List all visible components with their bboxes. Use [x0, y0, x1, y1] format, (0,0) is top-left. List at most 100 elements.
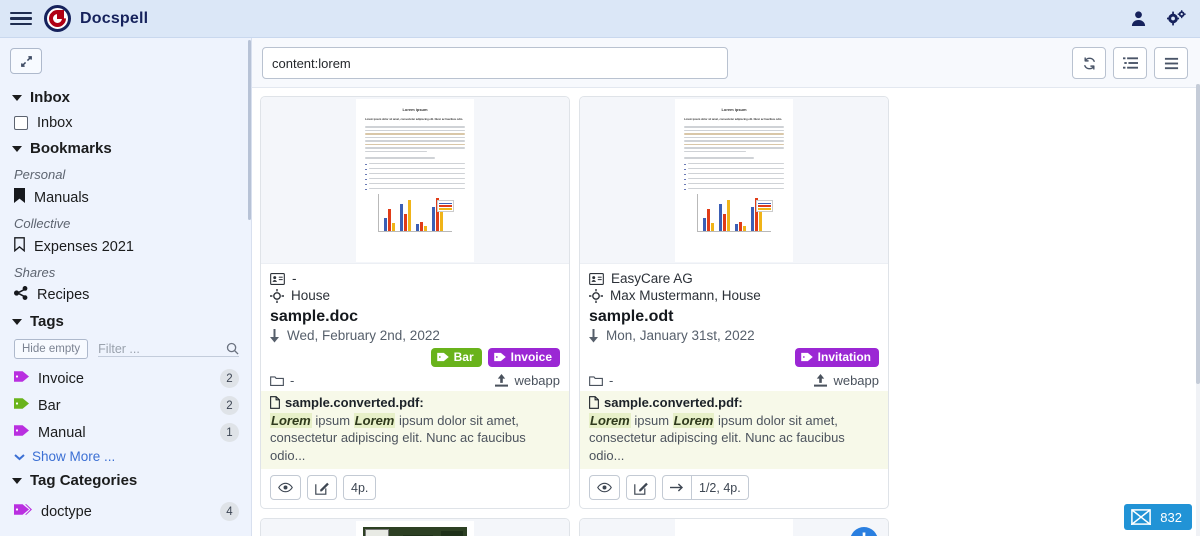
- menu-icon: [1164, 57, 1178, 69]
- tag-icon: [436, 352, 449, 362]
- list-view-icon: [1122, 57, 1138, 69]
- sidebar-tag-invoice-count: 2: [220, 369, 239, 388]
- badge-mark: !: [861, 530, 867, 536]
- sidebar-tag-bar-count: 2: [220, 396, 239, 415]
- tag-badge-label: Bar: [453, 350, 474, 364]
- user-icon[interactable]: [1130, 10, 1147, 27]
- envelope-slash-icon: [1131, 509, 1152, 525]
- edit-button[interactable]: [307, 475, 337, 501]
- tag-badge[interactable]: Invitation: [794, 348, 879, 367]
- show-more-tags-link[interactable]: Show More ...: [0, 446, 251, 467]
- sidebar-tag-invoice-label: Invoice: [38, 370, 84, 387]
- tag-icon: [800, 352, 813, 362]
- correspondent-row: EasyCare AG: [589, 271, 879, 286]
- sidebar-group-collective: Collective: [14, 216, 71, 231]
- concerning-value: House: [291, 288, 331, 303]
- sidebar-section-tags-label: Tags: [30, 313, 64, 330]
- sidebar-section-bookmarks[interactable]: Bookmarks: [0, 135, 251, 162]
- sidebar-section-tags[interactable]: Tags: [0, 308, 251, 335]
- exclamation-circle-icon[interactable]: !: [850, 527, 878, 536]
- share-icon: [14, 286, 28, 304]
- document-title[interactable]: sample.doc: [270, 308, 359, 325]
- edit-button[interactable]: [626, 475, 656, 501]
- sidebar-item-expenses-label: Expenses 2021: [34, 238, 134, 255]
- tag-filter-placeholder: Filter ...: [98, 341, 140, 356]
- hamburger-icon[interactable]: [10, 8, 32, 30]
- sidebar-tag-manual[interactable]: Manual 1: [0, 419, 251, 446]
- sidebar-section-tagcat-label: Tag Categories: [30, 472, 138, 489]
- content-scrollbar[interactable]: [1196, 84, 1200, 536]
- document-thumbnail[interactable]: Large PDF: [580, 519, 888, 536]
- gears-icon[interactable]: [1167, 10, 1186, 27]
- sidebar-item-expenses-2021[interactable]: Expenses 2021: [0, 233, 251, 260]
- next-attachment-button[interactable]: [662, 475, 692, 501]
- list-view-button[interactable]: [1113, 47, 1147, 79]
- job-queue-badge[interactable]: 832: [1124, 504, 1192, 530]
- document-card[interactable]: Large PDF !: [579, 518, 889, 536]
- sidebar-item-recipes-label: Recipes: [37, 287, 90, 303]
- refresh-button[interactable]: [1072, 47, 1106, 79]
- thumbnail-page-preview: [356, 520, 474, 536]
- sidebar-tag-invoice[interactable]: Invoice 2: [0, 365, 251, 392]
- correspondent-value: EasyCare AG: [611, 271, 693, 286]
- chevron-down-icon: [14, 453, 25, 460]
- sidebar-section-tag-categories[interactable]: Tag Categories: [0, 467, 251, 494]
- tag-icon: [14, 370, 29, 387]
- sidebar-expand-button[interactable]: [10, 48, 42, 74]
- sidebar-scrollbar[interactable]: [248, 40, 251, 220]
- page-count-label: 1/2, 4p.: [692, 475, 749, 501]
- sidebar-group-personal: Personal: [14, 167, 66, 182]
- hide-empty-button[interactable]: Hide empty: [14, 339, 89, 359]
- tag-icon: [14, 424, 29, 441]
- sidebar-tag-bar[interactable]: Bar 2: [0, 392, 251, 419]
- tag-filter-input[interactable]: Filter ...: [98, 342, 239, 357]
- thumbnail-map-image: [363, 526, 467, 536]
- document-excerpt: sample.converted.pdf: Lorem ipsum Lorem …: [580, 391, 888, 470]
- tag-badge[interactable]: Invoice: [487, 348, 560, 367]
- folder-icon: [270, 375, 284, 386]
- top-bar: Docspell: [0, 0, 1200, 38]
- excerpt-filename: sample.converted.pdf:: [604, 395, 743, 410]
- document-thumbnail[interactable]: Lorem ipsum Lorem ipsum dolor sit amet, …: [580, 97, 888, 264]
- search-bar: content:lorem: [252, 38, 1200, 88]
- document-date: Mon, January 31st, 2022: [606, 328, 755, 343]
- document-title[interactable]: sample.odt: [589, 308, 674, 325]
- tag-icon: [493, 352, 506, 362]
- crosshair-icon: [270, 288, 284, 303]
- chevron-down-icon: [12, 318, 22, 325]
- sidebar-item-manuals-label: Manuals: [34, 189, 89, 206]
- tag-badge[interactable]: Bar: [430, 348, 482, 367]
- inbox-checkbox[interactable]: [14, 116, 28, 130]
- sidebar-section-inbox[interactable]: Inbox: [0, 84, 251, 111]
- correspondent-row: -: [270, 271, 560, 286]
- file-icon: [589, 396, 599, 410]
- map-legend: [365, 528, 389, 536]
- sidebar-tagcat-doctype-label: doctype: [41, 503, 92, 520]
- preview-button[interactable]: [270, 475, 301, 501]
- menu-button[interactable]: [1154, 47, 1188, 79]
- sidebar-item-manuals[interactable]: Manuals: [0, 184, 251, 211]
- document-thumbnail[interactable]: [261, 519, 569, 536]
- chevron-down-icon: [12, 477, 22, 484]
- concerning-row: House: [270, 288, 560, 303]
- document-thumbnail[interactable]: Lorem ipsum Lorem ipsum dolor sit amet, …: [261, 97, 569, 264]
- preview-button[interactable]: [589, 475, 620, 501]
- id-card-icon: [589, 272, 604, 285]
- document-card[interactable]: Lorem ipsum Lorem ipsum dolor sit amet, …: [579, 96, 889, 510]
- document-date: Wed, February 2nd, 2022: [287, 328, 440, 343]
- thumbnail-bar-chart: [378, 194, 454, 233]
- show-more-label: Show More ...: [32, 449, 116, 464]
- tag-badge-label: Invoice: [510, 350, 552, 364]
- search-icon: [226, 342, 239, 355]
- search-input[interactable]: content:lorem: [262, 47, 728, 79]
- card-actions: 1/2, 4p.: [580, 469, 888, 508]
- sidebar-item-recipes[interactable]: Recipes: [0, 282, 251, 308]
- document-card[interactable]: - House 15-MB-docx-file-download.docx: [260, 518, 570, 536]
- sidebar-tagcat-doctype[interactable]: doctype 4: [0, 498, 251, 525]
- document-card[interactable]: Lorem ipsum Lorem ipsum dolor sit amet, …: [260, 96, 570, 510]
- brand[interactable]: Docspell: [44, 5, 148, 32]
- sidebar-item-inbox[interactable]: Inbox: [0, 111, 251, 135]
- sidebar-tag-manual-count: 1: [220, 423, 239, 442]
- sidebar-section-bookmarks-label: Bookmarks: [30, 140, 112, 157]
- document-card-grid: Lorem ipsum Lorem ipsum dolor sit amet, …: [252, 88, 1200, 536]
